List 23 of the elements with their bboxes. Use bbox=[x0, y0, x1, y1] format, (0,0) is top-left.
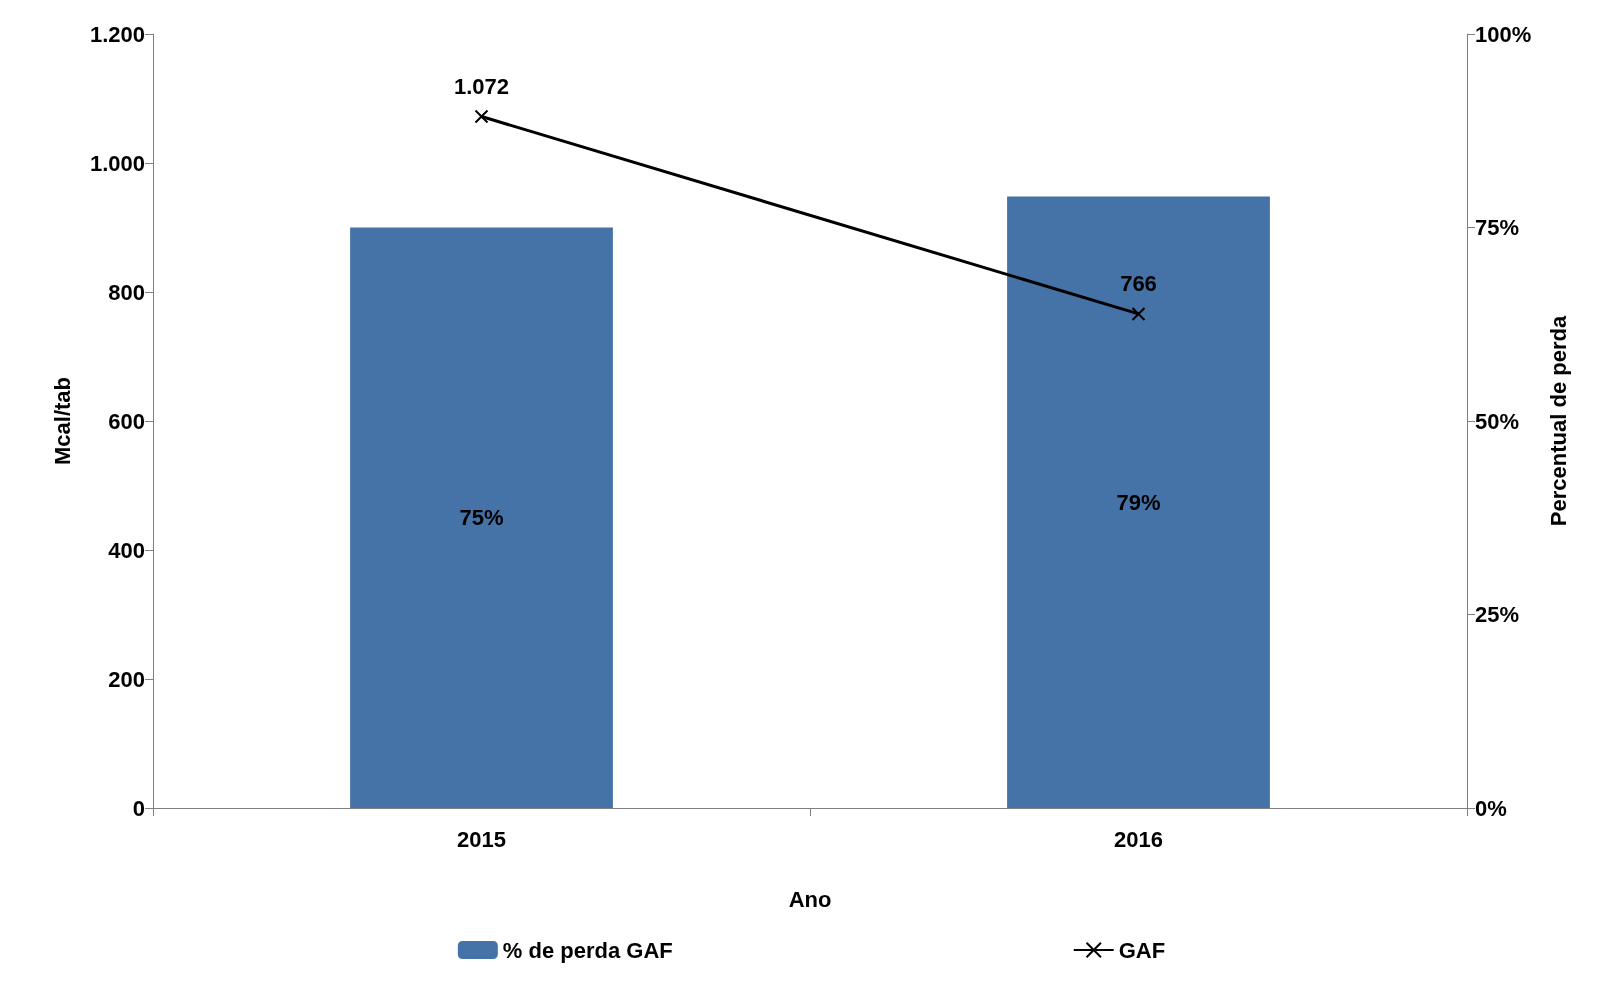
data-label: 1.072 bbox=[453, 74, 510, 100]
x-axis-title: Ano bbox=[788, 886, 832, 912]
legend-label: % de perda GAF bbox=[502, 937, 673, 963]
y-tick-label: 400 bbox=[108, 537, 145, 563]
y-tick-label: 1.200 bbox=[89, 21, 145, 47]
y2-tick-label: 50% bbox=[1475, 408, 1520, 434]
y-tick-label: 1.000 bbox=[89, 150, 145, 176]
y2-tick-label: 25% bbox=[1475, 602, 1520, 627]
y-axis-title: Mcal/tab bbox=[49, 376, 75, 466]
y-tick-label: 800 bbox=[108, 279, 145, 305]
y2-tick-label: 0% bbox=[1475, 795, 1507, 821]
data-label: 79% bbox=[1116, 489, 1161, 515]
data-label: 766 bbox=[1120, 271, 1157, 297]
y-tick-label: 600 bbox=[108, 408, 145, 434]
x-tick-label: 2015 bbox=[457, 826, 506, 852]
x-tick-label: 2016 bbox=[1114, 826, 1163, 852]
data-label: 75% bbox=[459, 505, 504, 531]
y2-tick-label: 100% bbox=[1475, 21, 1532, 47]
y2-tick-label: 75% bbox=[1475, 215, 1520, 240]
legend-label: GAF bbox=[1118, 937, 1166, 963]
y-tick-label: 0 bbox=[132, 795, 145, 821]
y-tick-label: 200 bbox=[108, 666, 145, 692]
y2-axis-title: Percentual de perda bbox=[1545, 315, 1571, 527]
